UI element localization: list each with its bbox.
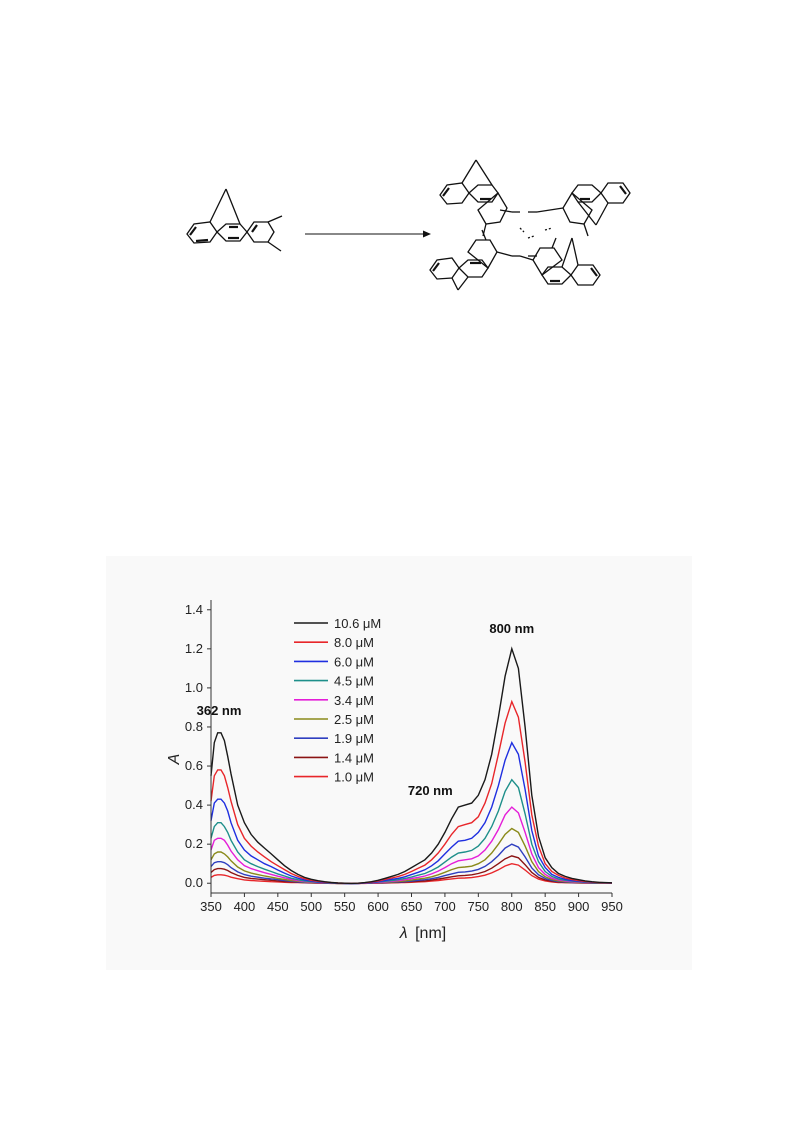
legend-label: 2.5 μM — [334, 712, 374, 727]
legend-label: 10.6 μM — [334, 616, 381, 631]
x-tick-label: 950 — [601, 899, 623, 914]
series-line-2 — [210, 740, 613, 885]
y-tick-label: 0.6 — [185, 758, 203, 773]
y-tick-label: 0.4 — [185, 797, 203, 812]
x-tick-label: 600 — [367, 899, 389, 914]
x-tick-label: 850 — [534, 899, 556, 914]
legend-label: 1.0 μM — [334, 770, 374, 785]
reaction-arrow — [305, 230, 431, 238]
legend-label: 4.5 μM — [334, 674, 374, 689]
product-macrocycle-structure — [429, 159, 631, 291]
reaction-scheme — [186, 159, 631, 291]
y-tick-label: 1.4 — [185, 602, 203, 617]
x-tick-label: 450 — [267, 899, 289, 914]
figure-panel — [106, 556, 692, 970]
y-tick-label: 1.0 — [185, 680, 203, 695]
peak-annotations: 362 nm 720 nm 800 nm — [197, 621, 535, 798]
peak-label: 800 nm — [489, 621, 534, 636]
x-tick-label: 650 — [401, 899, 423, 914]
absorption-spectra-chart: 350 400 450 500 550 600 650 700 750 800 850 900 950 0… — [166, 600, 623, 942]
series-line-0 — [210, 646, 613, 885]
series-line-4 — [210, 806, 613, 885]
legend-label: 1.4 μM — [334, 750, 374, 765]
peak-label: 720 nm — [408, 783, 453, 798]
starting-material-structure — [186, 188, 283, 252]
x-axis-unit: [nm] — [415, 925, 446, 942]
y-tick-label: 0.0 — [185, 875, 203, 890]
legend-label: 8.0 μM — [334, 635, 374, 650]
peak-label: 362 nm — [197, 703, 242, 718]
y-tick-label: 0.8 — [185, 719, 203, 734]
series-lines — [210, 646, 613, 885]
y-tick-label: 1.2 — [185, 641, 203, 656]
x-tick-label: 350 — [200, 899, 222, 914]
series-line-3 — [210, 778, 612, 885]
x-tick-label: 750 — [467, 899, 489, 914]
legend: 10.6 μM 8.0 μM 6.0 μM 4.5 μM 3.4 μM 2.5 μM 1.9… — [294, 616, 381, 785]
axes — [210, 600, 612, 894]
series-line-5 — [210, 827, 613, 885]
x-tick-label: 400 — [234, 899, 256, 914]
x-tick-label: 500 — [300, 899, 322, 914]
x-tick-label: 700 — [434, 899, 456, 914]
x-axis-symbol: λ — [399, 925, 408, 942]
x-tick-label: 900 — [568, 899, 590, 914]
legend-label: 3.4 μM — [334, 693, 374, 708]
x-tick-label: 800 — [501, 899, 523, 914]
legend-label: 6.0 μM — [334, 654, 374, 669]
x-axis-title: λ [nm] — [399, 925, 446, 942]
series-line-1 — [210, 699, 613, 885]
y-tick-label: 0.2 — [185, 836, 203, 851]
legend-label: 1.9 μM — [334, 731, 374, 746]
y-axis-title: A — [166, 754, 183, 766]
x-tick-label: 550 — [334, 899, 356, 914]
tick-labels: 350 400 450 500 550 600 650 700 750 800 850 900 950 0… — [185, 602, 623, 914]
